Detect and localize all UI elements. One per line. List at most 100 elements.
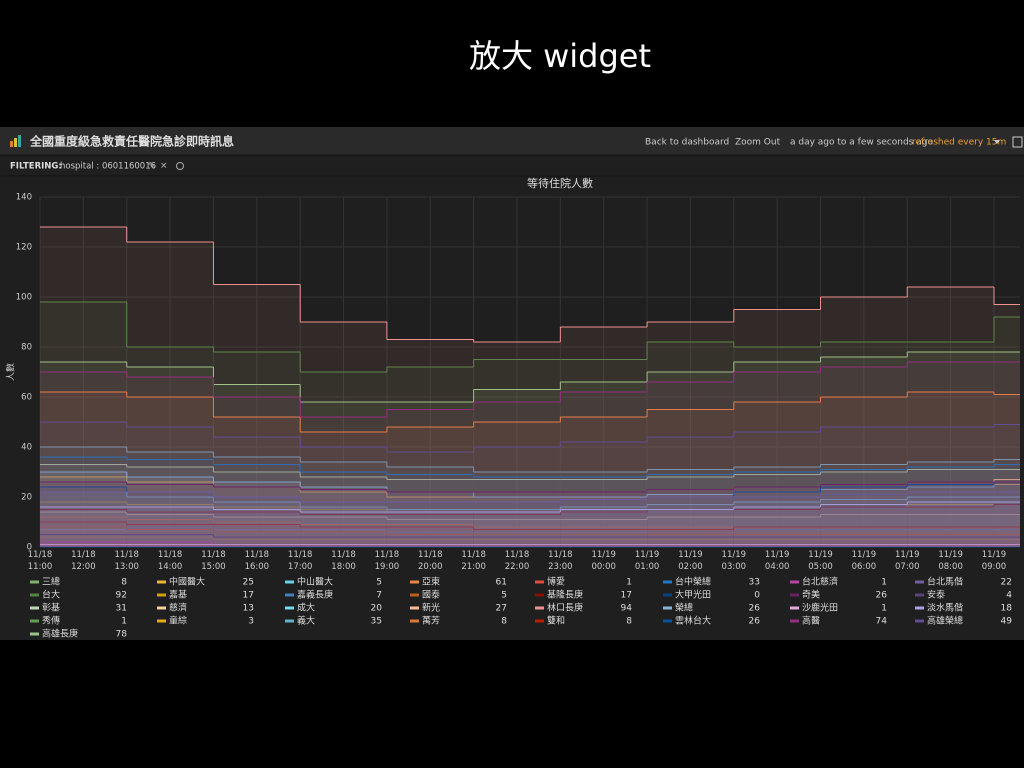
- step-area: [733, 529, 821, 547]
- refresh-setting[interactable]: refreshed every 15m: [912, 138, 1006, 148]
- step-area: [733, 544, 821, 547]
- step-area: [733, 492, 821, 547]
- dropdown-caret[interactable]: [994, 140, 1000, 144]
- legend-name[interactable]: 奇美: [802, 589, 820, 601]
- step-area: [473, 544, 561, 547]
- legend-name[interactable]: 童綜: [169, 615, 187, 627]
- step-area: [647, 437, 734, 547]
- step-area: [560, 479, 648, 547]
- step-area: [473, 479, 561, 547]
- legend-name[interactable]: 台北慈濟: [802, 576, 838, 588]
- step-area: [473, 529, 561, 547]
- legend-name[interactable]: 三總: [42, 576, 60, 588]
- step-area: [560, 497, 648, 547]
- legend-name[interactable]: 台北馬偕: [927, 576, 963, 588]
- legend-name[interactable]: 台大: [42, 589, 60, 601]
- legend-swatch: [663, 606, 672, 610]
- legend-name[interactable]: 大甲光田: [675, 589, 711, 601]
- legend-name[interactable]: 博愛: [547, 576, 565, 588]
- step-area: [733, 372, 821, 547]
- edit-icon[interactable]: ✎: [148, 162, 156, 172]
- legend-name[interactable]: 新光: [422, 602, 440, 614]
- y-axis-label: 人數: [5, 363, 17, 381]
- legend-swatch: [410, 593, 419, 597]
- step-area: [907, 392, 994, 547]
- step-area: [733, 402, 821, 547]
- step-area: [560, 544, 648, 547]
- step-area: [40, 534, 127, 547]
- time-range[interactable]: a day ago to a few seconds ago: [790, 138, 933, 148]
- legend-name[interactable]: 義大: [297, 615, 315, 627]
- step-area: [386, 497, 474, 547]
- legend-name[interactable]: 沙鹿光田: [802, 602, 838, 614]
- step-area: [300, 539, 387, 547]
- step-area: [473, 502, 561, 547]
- legend-name[interactable]: 成大: [297, 602, 315, 614]
- step-area: [993, 464, 1020, 547]
- legend-name[interactable]: 雲林台大: [675, 615, 711, 627]
- legend-name[interactable]: 高雄長庚: [42, 628, 78, 640]
- nav-link[interactable]: Zoom Out: [735, 138, 781, 148]
- step-area: [907, 482, 994, 547]
- plot: [40, 226, 1020, 548]
- step-area: [907, 287, 994, 547]
- step-area: [213, 284, 301, 547]
- x-tick-label: 11/18 15:00: [201, 550, 226, 572]
- step-area: [386, 524, 474, 547]
- legend-value: 5: [376, 578, 382, 588]
- legend-name[interactable]: 中國醫大: [169, 576, 205, 588]
- x-tick-label: 11/18 19:00: [374, 550, 400, 572]
- step-area: [733, 347, 821, 547]
- nav-link[interactable]: Back to dashboard: [645, 138, 729, 148]
- x-tick-label: 11/18 11:00: [27, 550, 53, 572]
- step-area: [213, 524, 301, 547]
- legend-name[interactable]: 台中榮總: [675, 576, 711, 588]
- legend-swatch: [535, 619, 544, 623]
- step-area: [300, 402, 387, 547]
- legend-name[interactable]: 基隆長庚: [547, 589, 583, 601]
- legend-name[interactable]: 中山醫大: [297, 576, 333, 588]
- legend-name[interactable]: 嘉義長庚: [297, 589, 333, 601]
- step-area: [300, 462, 387, 547]
- step-area: [647, 544, 734, 547]
- legend-name[interactable]: 安泰: [927, 589, 945, 601]
- legend-name[interactable]: 國泰: [422, 589, 440, 601]
- legend-name[interactable]: 林口長庚: [547, 602, 583, 614]
- legend-name[interactable]: 嘉基: [169, 589, 187, 601]
- remove-icon[interactable]: ✕: [160, 162, 168, 172]
- legend-name[interactable]: 榮總: [675, 602, 693, 614]
- step-area: [560, 499, 648, 547]
- step-area: [647, 477, 734, 547]
- legend-name[interactable]: 慈濟: [169, 602, 187, 614]
- step-area: [473, 402, 561, 547]
- step-area: [733, 544, 821, 547]
- legend-name[interactable]: 彰基: [42, 602, 60, 614]
- step-area: [560, 519, 648, 547]
- legend-value: 78: [116, 630, 128, 640]
- y-tick-label: 140: [16, 193, 32, 203]
- legend-value: 18: [1001, 604, 1013, 614]
- legend-name[interactable]: 亞東: [422, 576, 440, 588]
- legend-name[interactable]: 秀傳: [42, 615, 60, 627]
- step-area: [647, 497, 734, 547]
- step-area: [647, 534, 734, 547]
- save-icon[interactable]: [1012, 136, 1023, 148]
- legend-name[interactable]: 高醫: [802, 615, 820, 627]
- legend-name[interactable]: 淡水馬偕: [927, 602, 963, 614]
- legend-name[interactable]: 高雄榮總: [927, 615, 963, 627]
- x-tick-label: 11/18 12:00: [71, 550, 96, 572]
- legend-value: 26: [876, 591, 888, 601]
- add-filter-icon[interactable]: [176, 162, 184, 170]
- step-area: [647, 534, 734, 547]
- step-area: [213, 509, 301, 547]
- step-area: [300, 372, 387, 547]
- step-area: [40, 302, 127, 547]
- legend-name[interactable]: 萬芳: [422, 615, 440, 627]
- step-area: [300, 514, 387, 547]
- step-area: [300, 502, 387, 547]
- step-area: [820, 357, 908, 547]
- legend-name[interactable]: 雙和: [547, 615, 565, 627]
- step-area: [993, 544, 1020, 547]
- legend-value: 1: [881, 578, 887, 588]
- legend-value: 26: [749, 604, 761, 614]
